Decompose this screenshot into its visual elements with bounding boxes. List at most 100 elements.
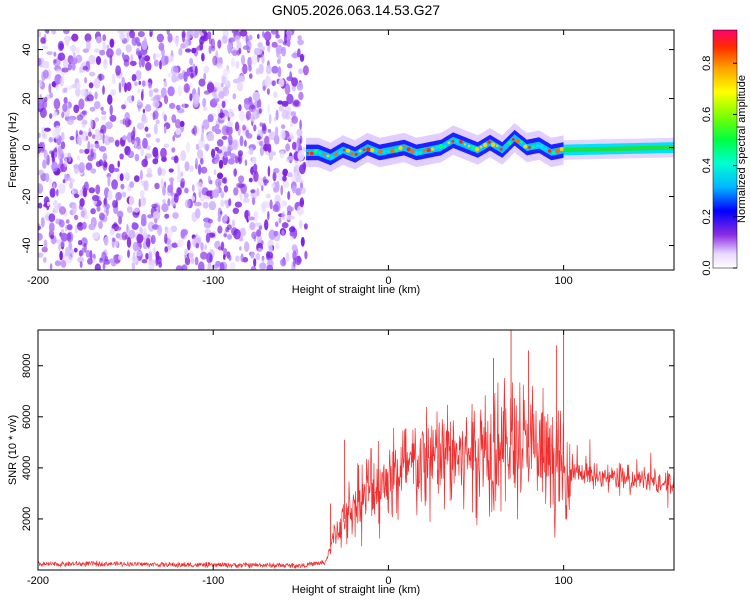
noise-blob [94,117,100,122]
noise-blob [180,171,184,177]
colorbar-tick-label: 0.2 [701,209,713,224]
signal-hotspot [551,150,556,155]
noise-blob [139,190,145,198]
noise-blob [108,163,115,174]
noise-blob [271,183,276,189]
noise-blob [128,195,135,206]
noise-blob [172,212,179,219]
noise-blob [195,157,198,169]
noise-blob [132,241,139,252]
noise-blob [214,128,222,135]
noise-blob [198,138,205,149]
noise-blob [136,233,144,244]
noise-blob [43,127,51,132]
noise-blob [227,158,235,165]
noise-blob [141,158,148,168]
noise-blob [169,102,176,109]
noise-blob [102,34,107,42]
noise-blob [253,211,259,222]
noise-blob [38,57,42,67]
noise-blob [253,170,259,182]
noise-blob [250,189,256,194]
noise-blob [144,55,151,62]
noise-blob [251,231,257,240]
noise-blob [43,256,47,263]
noise-blob [102,152,108,161]
noise-blob [286,30,292,42]
noise-blob [122,135,128,141]
noise-blob [49,176,52,186]
noise-blob [69,181,73,189]
noise-blob [195,208,201,219]
y-tick-label: 6000 [21,405,33,429]
noise-blob [180,150,187,162]
noise-blob [134,140,137,149]
noise-blob [245,110,252,120]
noise-blob [73,193,80,198]
noise-blob [74,214,79,221]
noise-blob [145,61,152,71]
noise-blob [204,244,207,251]
noise-blob [102,160,108,171]
noise-blob [129,60,137,66]
noise-blob [135,70,142,81]
noise-blob [54,203,59,214]
x-tick-label: -200 [27,275,49,287]
noise-blob [302,162,306,170]
noise-blob [226,224,232,231]
noise-blob [38,169,44,176]
noise-blob [131,74,137,82]
noise-blob [103,198,107,205]
signal-hotspot [378,149,383,154]
noise-blob [265,64,272,75]
noise-blob [62,103,68,112]
noise-blob [264,31,272,42]
noise-blob [42,133,47,140]
noise-blob [126,81,132,92]
noise-blob [200,132,204,142]
signal-track [306,123,674,172]
noise-blob [211,148,216,159]
noise-blob [208,201,217,211]
noise-blob [262,124,267,135]
noise-blob [266,251,274,259]
noise-blob [54,239,62,244]
noise-blob [94,128,100,135]
noise-blob [106,207,109,216]
noise-blob [200,157,204,165]
noise-blob [38,183,44,194]
noise-blob [157,166,162,176]
signal-hotspot [370,148,375,153]
colorbar-tick-label: 0.8 [701,56,713,71]
noise-blob [68,242,73,251]
noise-blob [261,185,264,192]
noise-blob [107,136,115,143]
noise-blob [281,46,287,57]
noise-blob [286,205,293,214]
noise-blob [281,222,289,229]
noise-blob [145,173,153,178]
y-tick-label: -20 [21,189,33,205]
noise-blob [79,261,83,268]
noise-blob [109,228,115,235]
noise-blob [138,80,142,85]
noise-blob [106,44,110,50]
signal-hotspot [338,151,342,155]
noise-blob [237,150,243,157]
noise-blob [202,119,210,130]
noise-blob [247,215,251,221]
noise-blob [217,39,222,49]
noise-blob [88,187,96,194]
noise-blob [99,212,105,221]
noise-blob [107,94,113,105]
noise-blob [180,228,188,236]
noise-blob [235,60,240,69]
noise-blob [82,65,88,71]
noise-blob [268,113,272,125]
noise-blob [186,239,191,251]
noise-blob [48,83,52,94]
noise-blob [251,156,257,164]
noise-blob [155,119,160,125]
noise-blob [90,143,94,150]
noise-blob [227,134,233,146]
